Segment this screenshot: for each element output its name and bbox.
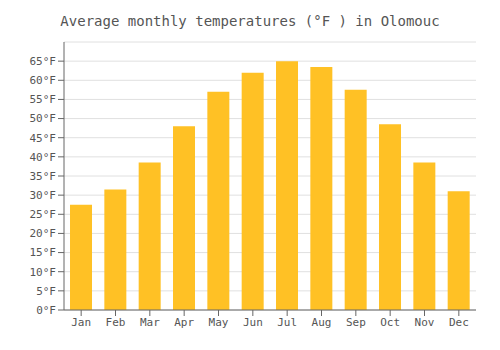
svg-text:Dec: Dec	[449, 316, 469, 329]
svg-text:Nov: Nov	[415, 316, 435, 329]
svg-text:45°F: 45°F	[30, 132, 57, 145]
html-text:Average monthly temperatures (: Average monthly temperatures (°F ) in Ol…	[60, 13, 440, 29]
svg-text:0°F: 0°F	[36, 304, 56, 317]
svg-text:50°F: 50°F	[30, 112, 57, 125]
svg-text:35°F: 35°F	[30, 170, 57, 183]
svg-text:Jul: Jul	[277, 316, 297, 329]
svg-text:May: May	[209, 316, 229, 329]
svg-text:5°F: 5°F	[36, 285, 56, 298]
svg-text:25°F: 25°F	[30, 208, 57, 221]
svg-text:15°F: 15°F	[30, 246, 57, 259]
svg-text:20°F: 20°F	[30, 227, 57, 240]
svg-text:30°F: 30°F	[30, 189, 57, 202]
svg-text:Jan: Jan	[71, 316, 91, 329]
svg-text:Jun: Jun	[243, 316, 263, 329]
svg-text:Aug: Aug	[312, 316, 332, 329]
svg-text:Mar: Mar	[140, 316, 160, 329]
svg-text:Feb: Feb	[106, 316, 126, 329]
svg-text:40°F: 40°F	[30, 151, 57, 164]
svg-text:Sep: Sep	[346, 316, 366, 329]
svg-text:55°F: 55°F	[30, 93, 57, 106]
svg-text:Oct: Oct	[380, 316, 400, 329]
svg-text:65°F: 65°F	[30, 55, 57, 68]
svg-text:60°F: 60°F	[30, 74, 57, 87]
svg-text:Apr: Apr	[174, 316, 194, 329]
svg-text:10°F: 10°F	[30, 266, 57, 279]
